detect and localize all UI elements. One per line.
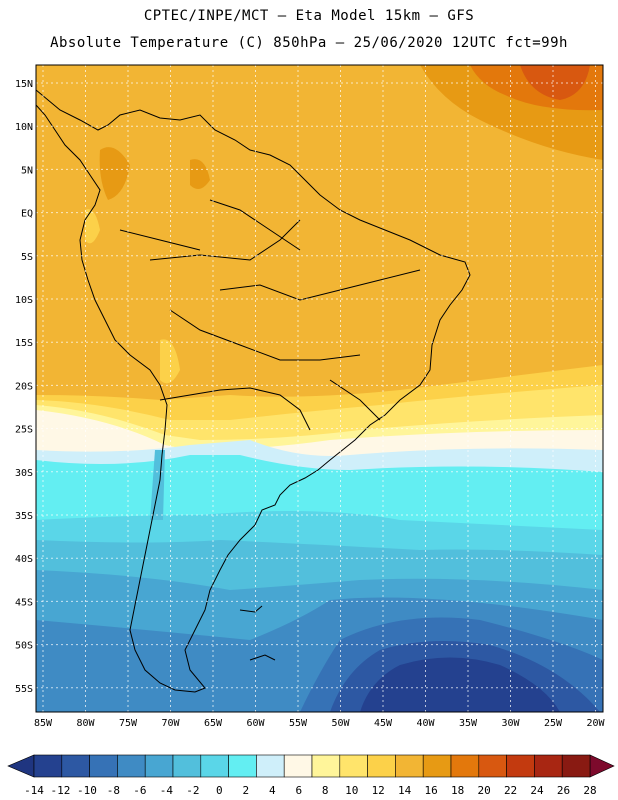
lat-label: EQ (21, 209, 33, 220)
title-line-2: Absolute Temperature (C) 850hPa — 25/06/… (50, 35, 568, 51)
lat-label: 45S (15, 597, 33, 608)
lat-label: 35S (15, 511, 33, 522)
lat-label: 40S (15, 554, 33, 565)
title-line-1: CPTEC/INPE/MCT — Eta Model 15km — GFS (143, 8, 475, 24)
lat-label: 15S (15, 338, 33, 349)
lon-label: 60W (246, 718, 265, 729)
latitude-labels: 15N 10N 5N EQ 5S 10S 15S 20S 25S 30S 35S 40S 45S 50S 5… (15, 79, 33, 695)
lon-label: 30W (501, 718, 520, 729)
temperature-field (36, 65, 603, 712)
lat-label: 25S (15, 425, 33, 436)
lon-label: 85W (34, 718, 53, 729)
lon-label: 70W (161, 718, 180, 729)
lon-label: 40W (416, 718, 435, 729)
lon-label: 20W (586, 718, 605, 729)
map-frame (35, 64, 604, 713)
lon-label: 25W (544, 718, 563, 729)
lon-label: 75W (119, 718, 138, 729)
lat-label: 30S (15, 468, 33, 479)
lat-label: 55S (15, 684, 33, 695)
lat-label: 50S (15, 641, 33, 652)
lat-label: 15N (15, 79, 33, 90)
lon-label: 80W (76, 718, 95, 729)
lon-label: 50W (331, 718, 350, 729)
lon-label: 35W (459, 718, 478, 729)
lat-label: 10S (15, 295, 33, 306)
lon-label: 55W (289, 718, 308, 729)
lat-label: 5S (21, 252, 33, 263)
lat-label: 20S (15, 381, 33, 392)
lat-label: 10N (15, 122, 33, 133)
longitude-labels: 85W 80W 75W 70W 65W 60W 55W 50W 45W 40W 35W 30W 25W 2… (34, 718, 606, 729)
lon-label: 45W (374, 718, 393, 729)
lat-label: 5N (21, 165, 33, 176)
lon-label: 65W (204, 718, 223, 729)
